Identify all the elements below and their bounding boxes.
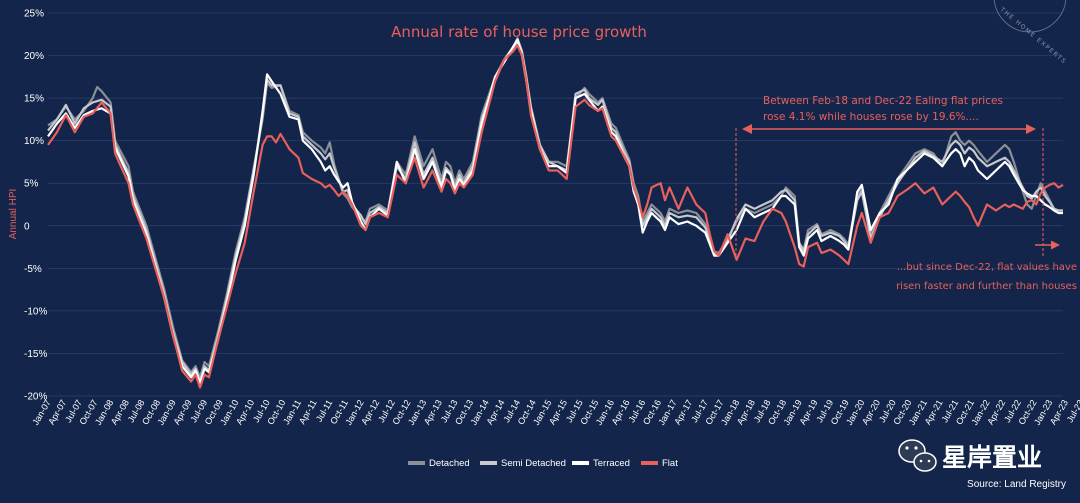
y-tick-label: -5% [24, 264, 42, 275]
wechat-icon [898, 439, 937, 472]
arrow-head-right-icon [1026, 124, 1036, 134]
y-tick-label: 0 [24, 221, 30, 232]
legend-label-semi-detached: Semi Detached [501, 458, 566, 469]
annotation-text: risen faster and further than houses [896, 281, 1077, 292]
legend-swatch-semi-detached [480, 461, 497, 465]
x-axis-ticks: Jan-07Apr-07Jul-07Oct-07Jan-08Apr-08Jul-… [30, 398, 1080, 427]
series-line-terraced [47, 39, 1063, 385]
series-line-flat [47, 44, 1064, 389]
arrow-head-right-icon [1051, 240, 1060, 250]
annotations: Between Feb-18 and Dec-22 Ealing flat pr… [735, 95, 1077, 292]
legend-swatch-flat [641, 461, 658, 465]
annotation-text: rose 4.1% while houses rose by 19.6%.... [763, 111, 979, 123]
y-axis-ticks: 25% 20% 15% 10% 5% 0 -5% -10% -15% -20% [24, 9, 47, 403]
chart-title: Annual rate of house price growth [391, 23, 647, 41]
series-lines [47, 37, 1064, 389]
series-line-detached [47, 41, 1063, 379]
legend: Detached Semi Detached Terraced Flat [408, 458, 678, 469]
y-tick-label: 20% [24, 51, 44, 62]
y-tick-label: 15% [24, 94, 44, 105]
y-tick-label: -10% [24, 306, 47, 317]
series-line-semi-detached [47, 37, 1063, 383]
grid-lines [48, 12, 1063, 397]
legend-label-detached: Detached [429, 458, 470, 469]
watermark-text: 星岸置业 [942, 443, 1042, 472]
y-axis-label: Annual HPI [8, 189, 19, 240]
y-tick-label: -15% [24, 349, 47, 360]
source-note: Source: Land Registry [967, 479, 1066, 490]
legend-swatch-terraced [572, 461, 589, 465]
legend-swatch-detached [408, 461, 425, 465]
annotation-text: ...but since Dec-22, flat values have [897, 262, 1077, 273]
legend-label-terraced: Terraced [593, 458, 630, 469]
y-tick-label: -20% [24, 392, 47, 403]
svg-text:THE HOME EXPERTS: THE HOME EXPERTS [998, 6, 1068, 66]
y-tick-label: 25% [24, 9, 44, 20]
y-tick-label: 10% [24, 136, 44, 147]
annotation-text: Between Feb-18 and Dec-22 Ealing flat pr… [763, 95, 1003, 107]
y-tick-label: 5% [24, 179, 39, 190]
legend-label-flat: Flat [662, 458, 678, 469]
corner-logo-icon: THE HOME EXPERTS [993, 0, 1068, 66]
arrow-head-left-icon [742, 124, 752, 134]
